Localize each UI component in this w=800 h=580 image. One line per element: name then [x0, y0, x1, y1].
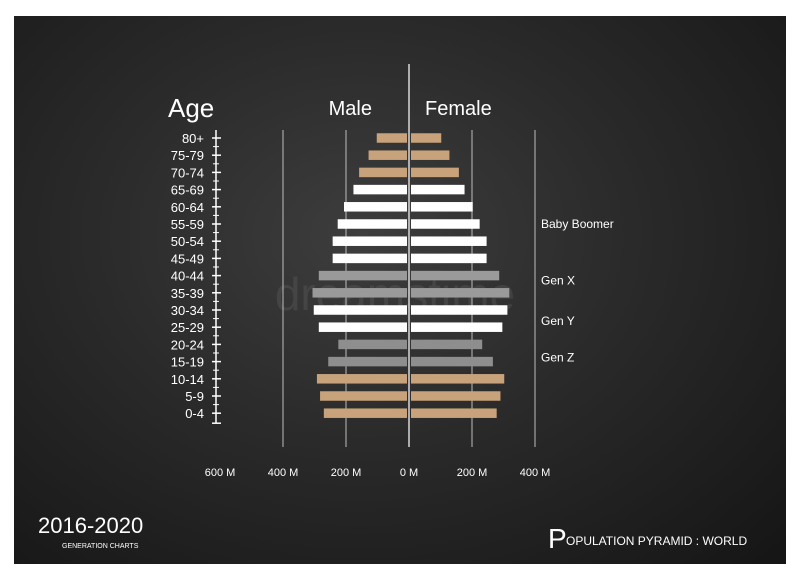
x-tick-label: 200 M [457, 467, 488, 479]
female-bar [411, 184, 465, 195]
male-bar [318, 270, 407, 281]
female-bar [411, 167, 459, 178]
female-bar [411, 374, 505, 384]
gridlines [282, 64, 536, 447]
male-bar [332, 236, 407, 246]
x-tick-label: 0 M [400, 467, 418, 479]
male-bar [316, 374, 407, 384]
male-bar [318, 322, 407, 332]
male-bar [368, 150, 407, 160]
male-bar [332, 253, 407, 264]
age-label: 55-59 [171, 217, 204, 232]
annotation-label: Gen Z [541, 350, 574, 364]
age-label: 15-19 [171, 355, 204, 370]
x-tick-label: 400 M [520, 467, 551, 479]
annotation-label: Gen X [541, 274, 575, 288]
male-bar [328, 356, 407, 367]
age-label: 65-69 [171, 183, 204, 198]
chart-title: Age [168, 93, 214, 123]
female-bar [411, 339, 483, 350]
female-bar [411, 236, 487, 246]
male-bar [344, 202, 407, 212]
age-label: 75-79 [171, 148, 204, 163]
age-label: 50-54 [171, 234, 204, 249]
period-label: 2016-2020 [38, 513, 143, 538]
age-label: 80+ [182, 131, 204, 146]
male-header: Male [329, 98, 372, 120]
female-bar [411, 288, 510, 298]
male-bar [359, 167, 407, 178]
age-label: 20-24 [171, 337, 204, 352]
age-label: 45-49 [171, 251, 204, 266]
age-axis: 80+ 75-79 70-74 65-69 60-64 55-59 50-54 45-49 40… [171, 130, 221, 424]
male-bar [353, 184, 407, 195]
age-label: 25-29 [171, 320, 204, 335]
female-bar [411, 305, 508, 315]
period-subtitle: GENERATION CHARTS [62, 543, 139, 550]
annotation-label: Baby Boomer [541, 217, 614, 231]
annotation-label: Gen Y [541, 314, 575, 328]
generation-annotations: Baby Boomer Gen X Gen Y Gen Z [541, 217, 614, 364]
male-bar [320, 391, 407, 401]
female-header: Female [425, 98, 492, 120]
age-label: 0-4 [185, 406, 204, 421]
male-bar [337, 219, 407, 229]
bars [312, 133, 510, 418]
female-bar [411, 133, 442, 143]
male-bar [376, 133, 407, 143]
male-bar [338, 339, 407, 350]
age-label: 35-39 [171, 286, 204, 301]
male-bar [313, 305, 407, 315]
female-bar [411, 253, 487, 264]
male-bar [312, 288, 407, 298]
female-bar [411, 408, 497, 418]
age-label: 60-64 [171, 200, 204, 215]
x-tick-label: 200 M [331, 467, 362, 479]
male-bar [323, 408, 407, 418]
age-label: 70-74 [171, 165, 204, 180]
age-label: 5-9 [185, 389, 204, 404]
x-tick-label: 400 M [268, 467, 299, 479]
caption-initial: P [548, 523, 567, 554]
female-bar [411, 391, 501, 401]
female-bar [411, 270, 500, 281]
x-axis: 600 M 400 M 200 M 0 M 200 M 400 M [205, 467, 551, 479]
age-label: 40-44 [171, 269, 204, 284]
female-bar [411, 219, 480, 229]
age-label: 30-34 [171, 303, 204, 318]
caption-text: OPULATION PYRAMID : WORLD [566, 534, 747, 548]
x-tick-label: 600 M [205, 467, 236, 479]
female-bar [411, 322, 503, 332]
female-bar [411, 356, 493, 367]
age-label: 10-14 [171, 372, 204, 387]
female-bar [411, 202, 473, 212]
female-bar [411, 150, 450, 160]
